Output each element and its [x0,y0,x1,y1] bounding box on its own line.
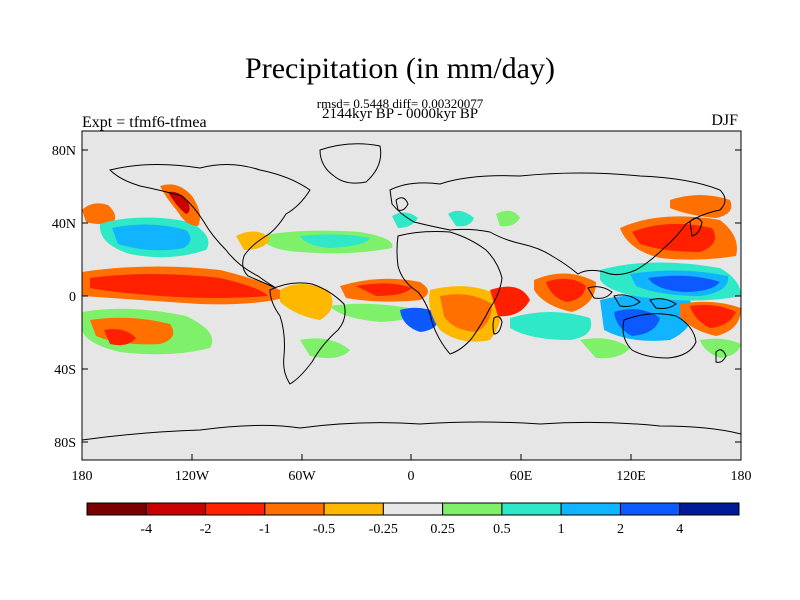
colorbar-swatch [679,502,740,516]
colorbar-label: 0.5 [493,522,511,537]
colorbar-swatch [619,502,681,516]
colorbar-labels: -4 -2 -1 -0.5 -0.25 0.25 0.5 1 2 4 [140,522,683,537]
lat-label-40s: 40S [54,363,76,378]
season-label: DJF [711,112,738,129]
colorbar-label: -4 [140,522,152,537]
lon-label-60e: 60E [510,469,533,484]
colorbar-swatch [323,502,384,516]
colorbar-swatch [264,502,325,516]
lat-label-40n: 40N [52,217,76,232]
colorbar-swatch [205,502,266,516]
lon-labels: 180 120W 60W 0 60E 120E 180 [72,469,752,484]
colorbar-label: -2 [200,522,212,537]
colorbar-swatch [560,502,621,516]
colorbar-label: 4 [676,522,683,537]
lat-label-0: 0 [69,290,76,305]
colorbar-swatch [382,502,444,516]
colorbar-swatch [442,502,503,516]
colorbar-label: 0.25 [430,522,455,537]
colorbar-label: 1 [558,522,565,537]
coastlines [81,143,742,441]
lon-label-120w: 120W [175,469,210,484]
lat-label-80s: 80S [54,436,76,451]
lon-label-60w: 60W [288,469,316,484]
colorbar-boxes [86,502,740,516]
lon-ticks [191,454,632,460]
lon-label-180e: 180 [731,469,752,484]
lon-label-120e: 120E [616,469,646,484]
experiment-label: Expt = tfmf6-tfmea [82,114,207,131]
period-text: 2144kyr BP - 0000kyr BP [321,106,479,122]
precip-anomaly-fields [82,184,741,359]
colorbar-label: -1 [259,522,271,537]
colorbar-label: 2 [617,522,624,537]
colorbar-swatch [501,502,562,516]
lat-label-80n: 80N [52,144,76,159]
lon-label-180w: 180 [72,469,93,484]
stats-text: rmsd= 0.5448 diff= 0.00320077 [316,96,484,111]
map-title: Precipitation (in mm/day) [245,52,555,85]
colorbar-swatch [86,502,147,516]
colorbar-swatch [145,502,207,516]
lon-label-0: 0 [408,469,415,484]
lat-ticks [82,149,741,443]
lat-labels: 80N 40N 0 40S 80S [52,144,76,451]
colorbar-label: -0.25 [369,522,398,537]
colorbar-label: -0.5 [313,522,335,537]
